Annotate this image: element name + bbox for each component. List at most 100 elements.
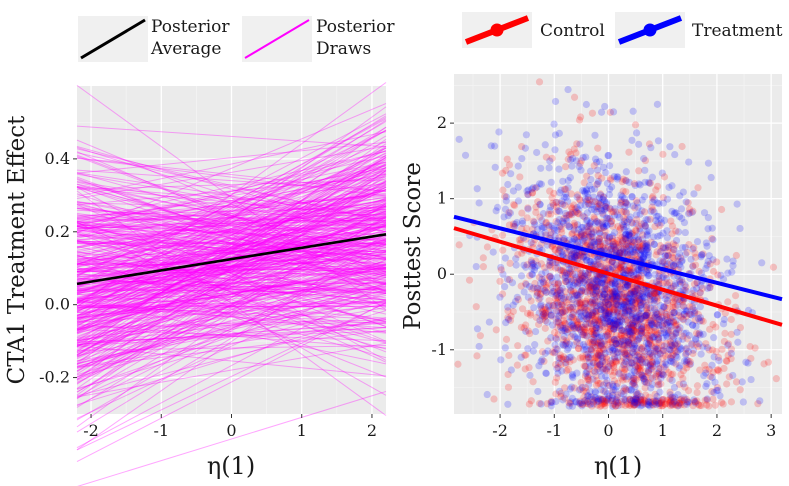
posterior-draw-line xyxy=(76,276,387,376)
posterior-draw-line xyxy=(76,302,387,463)
posterior-draw-line xyxy=(76,154,387,273)
scatter-point-control xyxy=(602,355,610,363)
scatter-point-control xyxy=(575,195,583,203)
scatter-point-treatment xyxy=(503,275,512,283)
scatter-point-treatment xyxy=(659,317,667,325)
scatter-point-treatment xyxy=(528,270,536,278)
posterior-draw-line xyxy=(76,181,387,276)
scatter-point-treatment xyxy=(579,237,587,245)
scatter-point-control xyxy=(473,352,481,360)
scatter-point-control xyxy=(625,360,633,368)
scatter-point-treatment xyxy=(577,166,585,174)
scatter-point-control xyxy=(559,266,567,274)
scatter-point-treatment xyxy=(615,370,623,378)
scatter-point-control xyxy=(640,400,648,408)
scatter-point-treatment xyxy=(625,385,633,394)
scatter-point-treatment xyxy=(507,366,515,374)
scatter-point-control xyxy=(595,200,603,208)
posterior-draw-line xyxy=(76,329,387,369)
scatter-point-treatment xyxy=(672,236,681,245)
scatter-point-treatment xyxy=(626,328,634,336)
scatter-point-control xyxy=(574,209,582,217)
scatter-point-control xyxy=(699,317,707,325)
scatter-point-treatment xyxy=(659,325,668,333)
scatter-point-control xyxy=(630,361,639,369)
scatter-point-control xyxy=(608,359,616,367)
posterior-draw-line xyxy=(76,285,387,309)
posterior-draw-line xyxy=(76,264,387,323)
scatter-point-treatment xyxy=(636,181,644,189)
scatter-point-control xyxy=(633,305,641,313)
scatter-point-treatment xyxy=(561,272,570,280)
scatter-point-control xyxy=(598,400,607,408)
posterior-draw-line xyxy=(76,198,387,267)
scatter-point-treatment xyxy=(666,354,675,362)
scatter-point-treatment xyxy=(607,242,615,250)
scatter-point-control xyxy=(568,290,576,298)
scatter-point-control xyxy=(502,166,510,175)
scatter-point-control xyxy=(606,293,614,301)
scatter-point-control xyxy=(541,305,550,314)
scatter-point-control xyxy=(550,349,558,357)
scatter-point-control xyxy=(632,313,640,321)
scatter-point-treatment xyxy=(572,398,580,406)
scatter-point-treatment xyxy=(551,348,559,356)
scatter-point-control xyxy=(634,364,642,373)
posterior-draw-line xyxy=(76,169,387,239)
scatter-point-control xyxy=(646,316,654,324)
scatter-point-treatment xyxy=(597,396,605,404)
scatter-point-control xyxy=(668,307,676,316)
scatter-point-control xyxy=(623,351,631,359)
scatter-point-treatment xyxy=(522,327,530,335)
scatter-point-treatment xyxy=(633,321,641,330)
scatter-point-treatment xyxy=(631,287,639,295)
scatter-point-control xyxy=(586,354,594,362)
scatter-point-treatment xyxy=(576,201,585,209)
scatter-point-treatment xyxy=(579,252,587,261)
scatter-point-control xyxy=(632,296,640,305)
scatter-point-control xyxy=(634,274,642,282)
scatter-point-treatment xyxy=(642,339,651,347)
scatter-point-control xyxy=(645,140,654,148)
scatter-point-control xyxy=(618,197,626,206)
scatter-point-control xyxy=(683,335,691,343)
posterior-draw-line xyxy=(76,323,387,349)
scatter-point-control xyxy=(600,290,609,298)
scatter-point-control xyxy=(626,340,634,348)
scatter-point-treatment xyxy=(661,359,669,367)
scatter-point-control xyxy=(692,329,701,337)
scatter-point-control xyxy=(632,357,641,365)
scatter-point-treatment xyxy=(629,304,637,312)
scatter-point-control xyxy=(560,312,568,320)
scatter-point-control xyxy=(633,362,642,370)
scatter-point-treatment xyxy=(646,321,654,329)
scatter-point-control xyxy=(641,358,650,367)
scatter-point-control xyxy=(584,278,592,286)
scatter-point-treatment xyxy=(512,255,520,263)
posterior-draw-line xyxy=(76,139,387,269)
posterior-draw-line xyxy=(76,194,387,217)
posterior-draw-line xyxy=(76,161,387,226)
scatter-point-control xyxy=(584,307,592,315)
scatter-point-treatment xyxy=(517,353,525,361)
scatter-point-control xyxy=(576,276,584,284)
scatter-point-control xyxy=(683,395,691,404)
scatter-point-treatment xyxy=(572,157,581,165)
scatter-point-treatment xyxy=(582,362,590,370)
scatter-point-treatment xyxy=(600,304,609,313)
scatter-point-control xyxy=(594,218,602,226)
scatter-point-control xyxy=(566,324,575,332)
scatter-point-treatment xyxy=(681,281,689,289)
scatter-point-treatment xyxy=(573,256,581,264)
scatter-point-control xyxy=(558,309,566,317)
scatter-point-treatment xyxy=(559,250,567,259)
scatter-point-treatment xyxy=(545,164,553,172)
scatter-point-control xyxy=(648,401,656,409)
scatter-point-control xyxy=(630,321,638,329)
scatter-point-control xyxy=(569,287,578,295)
scatter-point-control xyxy=(655,313,663,321)
posterior-draw-line xyxy=(76,257,387,265)
scatter-point-control xyxy=(632,226,640,234)
scatter-point-control xyxy=(564,155,572,163)
scatter-point-treatment xyxy=(594,282,602,290)
